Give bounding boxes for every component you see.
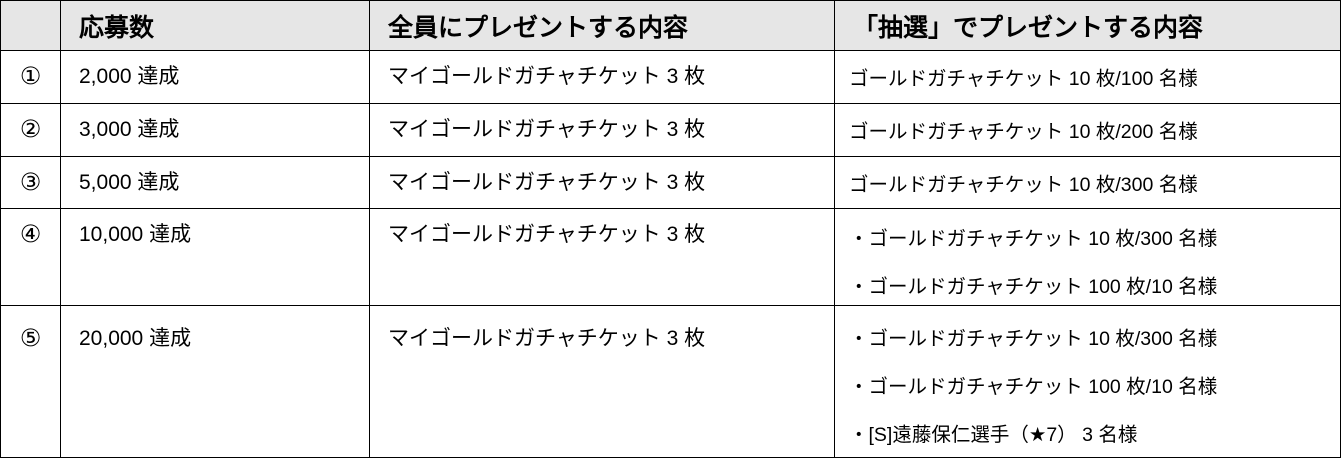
row-all: マイゴールドガチャチケット 3 枚 (388, 118, 706, 141)
table-row: ② 3,000 達成 マイゴールドガチャチケット 3 枚 ゴールドガチャチケット… (0, 103, 1341, 157)
header-all-label: 全員にプレゼントする内容 (388, 13, 689, 42)
row-lottery-item: ・ゴールドガチャチケット 10 枚/300 名様 (849, 328, 1218, 350)
header-lottery-label: 「抽選」でプレゼントする内容 (853, 13, 1204, 42)
row-count: 10,000 達成 (79, 223, 192, 246)
row-lottery-item: ゴールドガチャチケット 10 枚/300 名様 (849, 174, 1198, 196)
table-row: ① 2,000 達成 マイゴールドガチャチケット 3 枚 ゴールドガチャチケット… (0, 50, 1341, 104)
row-number: ② (19, 116, 42, 143)
header-lottery: 「抽選」でプレゼントする内容 (834, 0, 1341, 51)
row-lottery-item: ・ゴールドガチャチケット 100 枚/10 名様 (849, 276, 1218, 298)
table-row: ⑤ 20,000 達成 マイゴールドガチャチケット 3 枚 ・ゴールドガチャチケ… (0, 305, 1341, 458)
row-all: マイゴールドガチャチケット 3 枚 (388, 223, 706, 246)
row-all: マイゴールドガチャチケット 3 枚 (388, 65, 706, 88)
row-count: 3,000 達成 (79, 118, 180, 141)
row-all: マイゴールドガチャチケット 3 枚 (388, 327, 706, 350)
row-number: ① (19, 63, 42, 90)
row-lottery-item: ゴールドガチャチケット 10 枚/200 名様 (849, 121, 1198, 143)
row-count: 20,000 達成 (79, 327, 192, 350)
row-lottery-item: ・ゴールドガチャチケット 100 枚/10 名様 (849, 376, 1218, 398)
table-row: ④ 10,000 達成 マイゴールドガチャチケット 3 枚 ・ゴールドガチャチケ… (0, 208, 1341, 306)
row-count: 5,000 達成 (79, 171, 180, 194)
header-count: 応募数 (60, 0, 370, 51)
table-row: ③ 5,000 達成 マイゴールドガチャチケット 3 枚 ゴールドガチャチケット… (0, 156, 1341, 209)
row-lottery-item: ・[S]遠藤保仁選手（★7） 3 名様 (849, 424, 1138, 446)
header-count-label: 応募数 (79, 13, 155, 42)
header-all: 全員にプレゼントする内容 (369, 0, 835, 51)
header-row: 応募数 全員にプレゼントする内容 「抽選」でプレゼントする内容 (0, 0, 1341, 51)
rewards-table: 応募数 全員にプレゼントする内容 「抽選」でプレゼントする内容 ① 2,000 … (0, 0, 1341, 458)
row-number: ③ (19, 169, 42, 196)
row-number: ⑤ (19, 325, 42, 352)
row-lottery-item: ゴールドガチャチケット 10 枚/100 名様 (849, 68, 1198, 90)
header-no (0, 0, 61, 51)
row-all: マイゴールドガチャチケット 3 枚 (388, 171, 706, 194)
row-lottery-item: ・ゴールドガチャチケット 10 枚/300 名様 (849, 228, 1218, 250)
row-number: ④ (19, 221, 42, 248)
row-count: 2,000 達成 (79, 65, 180, 88)
